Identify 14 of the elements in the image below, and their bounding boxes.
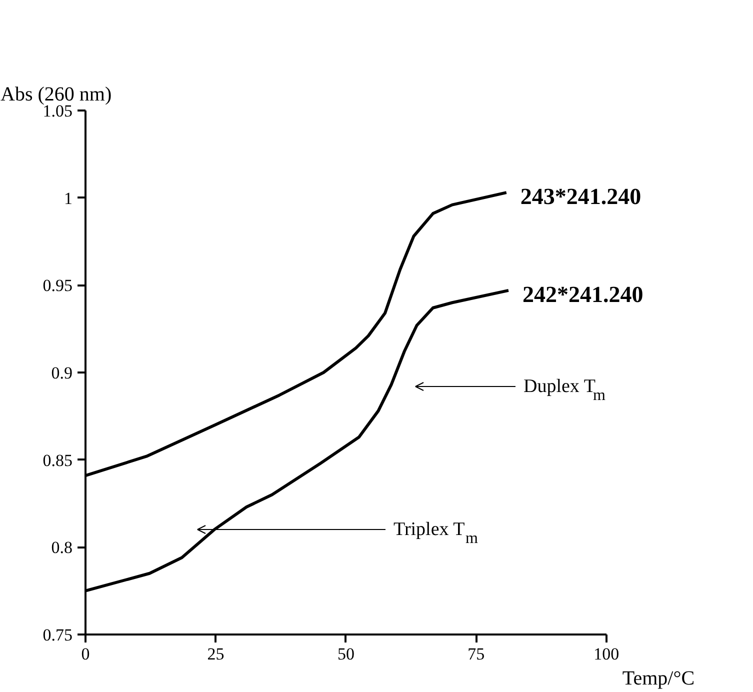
y-tick-label: 0.8 [51, 538, 72, 558]
x-axis-title: Temp/°C [622, 668, 695, 690]
y-tick-label: 0.85 [42, 450, 72, 470]
y-tick-label: 0.9 [51, 364, 72, 382]
y-tick-label: 0.75 [42, 626, 72, 644]
x-tick-label: 25 [207, 644, 224, 664]
x-tick-label: 75 [468, 644, 485, 664]
series-label: 243*241.240 [520, 184, 642, 210]
x-tick-label: 0 [81, 644, 90, 664]
x-tick-label: 100 [594, 644, 620, 664]
x-tick-label: 50 [337, 644, 354, 664]
series-label: 242*241.240 [522, 282, 644, 307]
y-tick-label: 0.95 [42, 276, 72, 296]
y-tick-label: 1 [64, 188, 72, 208]
